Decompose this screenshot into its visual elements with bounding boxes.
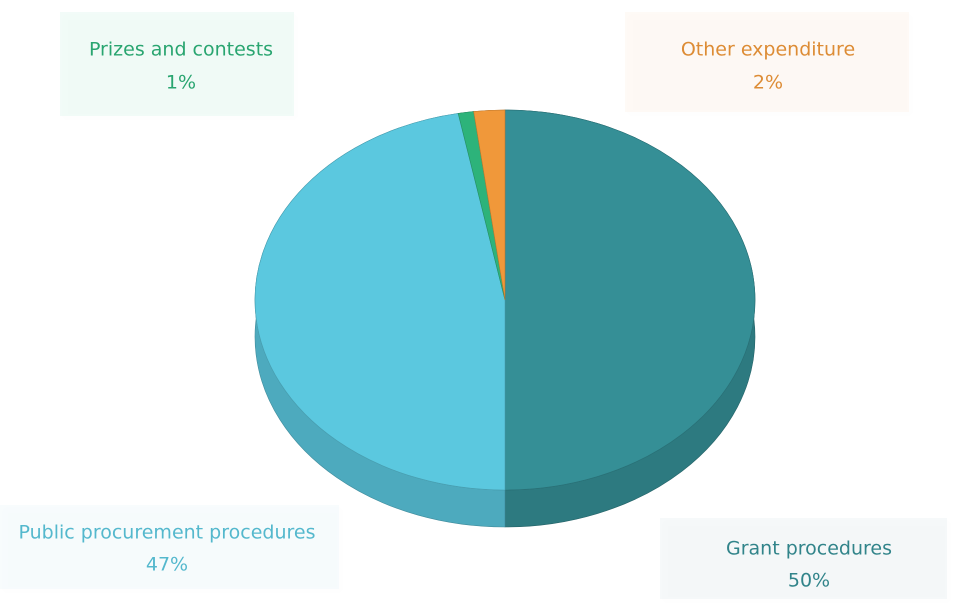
category-label: Other expenditure (681, 39, 855, 61)
category-label: Prizes and contests (89, 39, 273, 61)
value-label: 2% (753, 72, 783, 94)
value-label: 1% (166, 72, 196, 94)
category-label: Public procurement procedures (19, 522, 316, 544)
label-box (660, 518, 947, 599)
labels: Grant procedures 50% Public procurement pr… (0, 12, 947, 599)
label-box (60, 12, 294, 116)
category-label: Grant procedures (726, 538, 892, 560)
pie-slice (504, 109, 756, 491)
pie-slice (473, 109, 506, 301)
value-label: 47% (146, 554, 188, 576)
label-box (625, 12, 909, 112)
pie-slice (254, 113, 506, 491)
pie-tops (254, 109, 756, 491)
value-label: 50% (788, 570, 830, 592)
label-box (0, 505, 339, 589)
